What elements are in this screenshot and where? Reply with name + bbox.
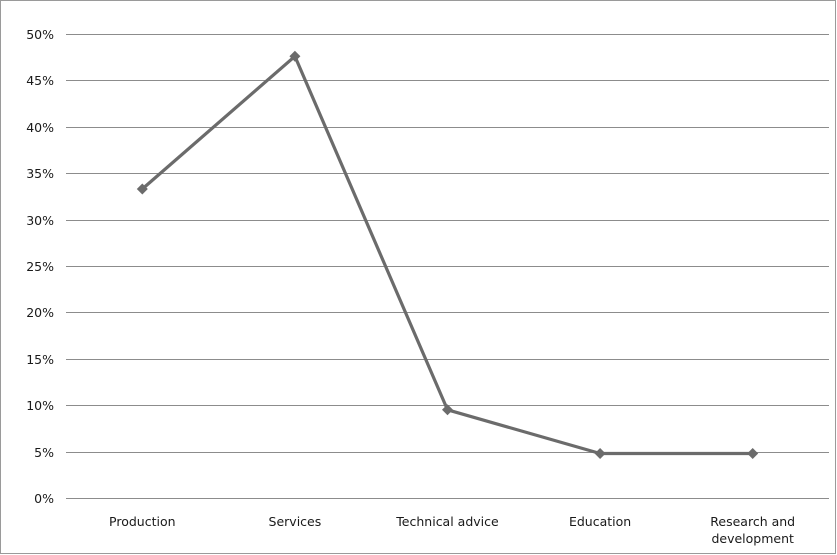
y-tick-label: 50% bbox=[26, 27, 54, 42]
y-tick-label: 40% bbox=[26, 120, 54, 135]
x-tick-label: Technical advice bbox=[395, 514, 499, 529]
y-tick-label: 30% bbox=[26, 213, 54, 228]
y-tick-label: 20% bbox=[26, 305, 54, 320]
y-tick-label: 35% bbox=[26, 166, 54, 181]
y-tick-label: 5% bbox=[34, 445, 54, 460]
data-point-marker bbox=[747, 448, 759, 459]
series-line bbox=[140, 54, 755, 456]
x-tick-label: Research and bbox=[710, 514, 795, 529]
data-point-marker bbox=[594, 448, 606, 459]
x-tick-label: Services bbox=[269, 514, 322, 529]
data-point-marker bbox=[289, 50, 301, 62]
x-tick-label: Production bbox=[109, 514, 176, 529]
y-tick-label: 45% bbox=[26, 73, 54, 88]
y-tick-label: 10% bbox=[26, 398, 54, 413]
y-tick-label: 15% bbox=[26, 352, 54, 367]
y-tick-label: 25% bbox=[26, 259, 54, 274]
y-tick-label: 0% bbox=[34, 491, 54, 506]
data-point-marker bbox=[442, 404, 453, 416]
data-point-marker bbox=[136, 183, 148, 195]
x-tick-label: Education bbox=[569, 514, 631, 529]
x-tick-label: development bbox=[711, 531, 794, 546]
